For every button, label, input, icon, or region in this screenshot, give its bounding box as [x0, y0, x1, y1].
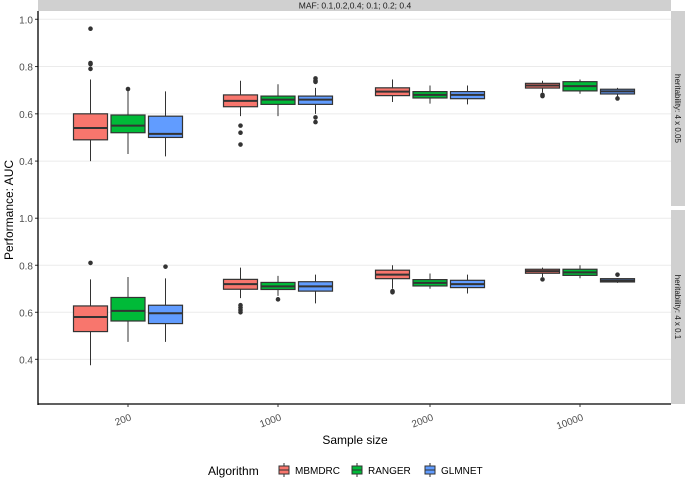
box-iqr: [147, 115, 184, 139]
box-ranger: [110, 277, 146, 342]
x-tick-label: 10000: [555, 412, 585, 432]
facet-strip-label: heritability: 4 x 0.1: [673, 275, 682, 340]
box-ranger: [412, 273, 448, 289]
y-axis-title: Performance: AUC: [2, 160, 16, 260]
y-tick-label: 0.6: [19, 110, 33, 121]
box-mbmdrc: [72, 26, 109, 162]
box-iqr: [110, 114, 146, 134]
box-glmnet: [449, 85, 486, 105]
y-tick-label: 0.4: [19, 157, 33, 168]
box-ranger: [260, 84, 296, 117]
outlier-point: [540, 277, 545, 282]
x-axis-title: Sample size: [322, 433, 388, 447]
box-glmnet: [599, 87, 636, 101]
facet-panel: 0.4 0.6 0.8 1.0 heritability: 4 x 0.05: [19, 11, 685, 206]
box-glmnet: [297, 274, 334, 304]
box-mbmdrc: [72, 260, 109, 366]
box-ranger: [260, 275, 296, 302]
x-tick-label: 200: [114, 412, 134, 428]
outlier-point: [238, 130, 243, 136]
box-mbmdrc: [524, 267, 561, 282]
outlier-point: [88, 26, 93, 32]
legend-label-glmnet: GLMNET: [441, 466, 483, 477]
box-iqr: [72, 305, 109, 333]
outlier-point: [88, 260, 93, 266]
outlier-point: [88, 61, 93, 67]
box-glmnet: [599, 272, 636, 283]
x-tick-label: 2000: [410, 412, 435, 430]
outlier-point: [313, 119, 318, 125]
y-tick-label: 1.0: [19, 214, 33, 225]
x-tick-label: 1000: [258, 412, 283, 430]
legend-label-mbmdrc: MBMDRC: [295, 466, 340, 477]
box-ranger: [110, 86, 146, 154]
outlier-point: [540, 93, 545, 99]
outlier-point: [275, 297, 281, 302]
y-tick-label: 0.6: [19, 308, 33, 319]
box-mbmdrc: [374, 265, 411, 295]
box-mbmdrc: [524, 80, 561, 99]
outlier-point: [615, 272, 620, 277]
outlier-point: [615, 96, 620, 101]
box-glmnet: [147, 91, 184, 157]
y-tick-label: 1.0: [19, 15, 33, 26]
outlier-point: [88, 66, 93, 72]
outlier-point: [313, 115, 318, 120]
outlier-point: [313, 79, 318, 85]
facet-strip: [671, 210, 685, 404]
panel-background: [38, 11, 671, 206]
box-mbmdrc: [222, 267, 259, 315]
legend-title: Algorithm: [208, 464, 259, 478]
outlier-point: [163, 264, 168, 269]
outlier-point: [238, 123, 243, 128]
box-ranger: [562, 265, 598, 279]
box-iqr: [72, 113, 109, 141]
y-tick-label: 0.4: [19, 355, 33, 366]
top-strip: [38, 0, 671, 11]
box-iqr: [147, 304, 184, 325]
facet-strip-label: heritability: 4 x 0.05: [673, 74, 682, 143]
box-mbmdrc: [374, 79, 411, 102]
facet-strip: [671, 11, 685, 206]
box-ranger: [412, 85, 448, 104]
box-mbmdrc: [222, 80, 259, 147]
box-glmnet: [297, 76, 334, 125]
outlier-point: [390, 290, 395, 295]
legend-label-ranger: RANGER: [368, 466, 411, 477]
legend: Algorithm MBMDRC RANGER GLMNET: [208, 463, 483, 478]
box-glmnet: [147, 264, 184, 342]
outlier-point: [125, 86, 131, 92]
y-tick-label: 0.8: [19, 63, 33, 74]
outlier-point: [238, 142, 243, 147]
outlier-point: [238, 309, 243, 315]
facet-panel: 0.4 0.6 0.8 1.0 heritability: 4 x 0.1: [19, 210, 685, 404]
y-tick-label: 0.8: [19, 261, 33, 272]
box-ranger: [562, 79, 598, 94]
top-strip-label: MAF: 0.1,0.2,0.4; 0.1; 0.2; 0.4: [299, 1, 412, 11]
box-glmnet: [449, 274, 486, 294]
box-iqr: [110, 296, 146, 322]
